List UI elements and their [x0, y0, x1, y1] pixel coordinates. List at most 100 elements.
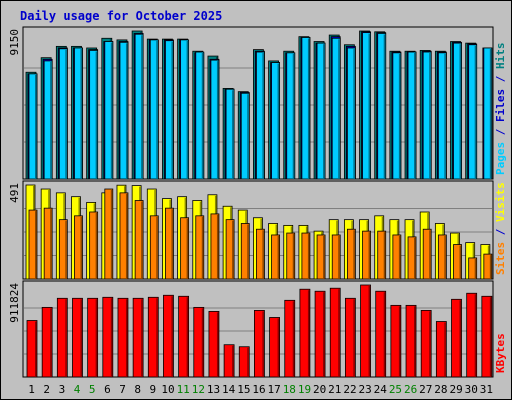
bar-pages: [74, 47, 83, 180]
bar-shadow: [216, 61, 219, 179]
x-tick-label: 8: [134, 383, 141, 396]
bar-shadow: [277, 235, 280, 279]
bar-shadow: [80, 216, 82, 279]
bar-kbytes: [223, 344, 235, 378]
bar-shadow: [277, 318, 280, 377]
bar-sites: [43, 207, 53, 280]
bar-kbytes: [26, 320, 38, 378]
bar-kbytes: [420, 310, 432, 378]
x-tick-label: 17: [268, 383, 281, 396]
bar-sites: [134, 200, 144, 280]
bar-shadow: [353, 299, 355, 377]
bar-shadow: [95, 299, 98, 377]
legend-entry: KBytes: [494, 333, 507, 373]
x-tick-label: 14: [222, 383, 236, 396]
bar-kbytes: [56, 297, 68, 378]
x-tick-label: 29: [449, 383, 462, 396]
x-tick-label: 18: [283, 383, 296, 396]
bar-kbytes: [390, 304, 402, 378]
bar-shadow: [232, 90, 234, 179]
bar-kbytes: [178, 295, 190, 378]
bar-pages: [165, 40, 174, 180]
bar-kbytes: [117, 297, 129, 378]
x-tick-label: 2: [43, 383, 50, 396]
bar-pages: [346, 47, 356, 180]
bar-shadow: [65, 49, 67, 179]
bar-shadow: [398, 53, 401, 179]
bar-shadow: [474, 258, 477, 279]
x-tick-label: 7: [119, 383, 126, 396]
bar-shadow: [156, 298, 158, 377]
bar-pages: [240, 92, 250, 180]
bar-sites: [58, 219, 68, 280]
bar-shadow: [35, 74, 37, 179]
bar-kbytes: [299, 288, 311, 378]
bar-pages: [286, 52, 296, 180]
bar-sites: [392, 234, 402, 280]
bar-shadow: [95, 212, 98, 279]
chart-title: Daily usage for October 2025: [20, 9, 223, 23]
bar-shadow: [125, 193, 128, 279]
bar-shadow: [95, 51, 98, 179]
bar-pages: [119, 41, 129, 180]
bar-pages: [134, 33, 144, 180]
bar-shadow: [323, 292, 325, 377]
bar-sites: [89, 211, 99, 280]
bar-shadow: [80, 48, 82, 179]
bar-shadow: [35, 321, 37, 377]
bar-shadow: [50, 308, 52, 377]
bar-shadow: [156, 216, 158, 279]
legend-entry: Files: [494, 89, 507, 122]
bar-shadow: [383, 292, 386, 377]
bar-kbytes: [466, 292, 478, 378]
bar-shadow: [414, 306, 416, 377]
x-tick-label: 4: [74, 383, 81, 396]
bar-shadow: [65, 299, 67, 377]
legend-entry: /: [494, 122, 507, 142]
bar-kbytes: [435, 321, 447, 378]
x-tick-label: 5: [89, 383, 96, 396]
x-tick-label: 10: [161, 383, 174, 396]
bar-shadow: [398, 235, 401, 279]
bar-shadow: [444, 53, 446, 179]
bar-shadow: [489, 48, 492, 179]
bar-shadow: [186, 218, 189, 279]
bar-sites: [119, 192, 129, 280]
bar-kbytes: [163, 294, 174, 378]
bar-kbytes: [344, 297, 356, 378]
bar-kbytes: [41, 306, 53, 378]
bar-shadow: [459, 44, 462, 179]
bar-shadow: [65, 220, 67, 279]
bar-shadow: [429, 311, 431, 377]
bar-pages: [43, 60, 53, 180]
bar-shadow: [201, 308, 204, 377]
bar-pages: [316, 42, 326, 180]
bar-kbytes: [284, 299, 296, 378]
bar-shadow: [307, 290, 310, 377]
bar-shadow: [110, 298, 113, 377]
bar-shadow: [262, 230, 264, 279]
bar-sites: [301, 232, 311, 280]
bar-sites: [240, 223, 250, 280]
bar-pages: [28, 73, 38, 180]
bar-shadow: [50, 61, 52, 180]
bar-shadow: [383, 34, 386, 179]
bar-kbytes: [193, 306, 205, 378]
x-tick-label: 24: [374, 383, 388, 396]
bar-shadow: [474, 45, 477, 180]
bar-pages: [422, 51, 432, 180]
bar-shadow: [171, 41, 173, 179]
x-tick-label: 19: [298, 383, 311, 396]
x-tick-label: 30: [465, 383, 478, 396]
bar-kbytes: [314, 290, 326, 378]
bar-sites: [468, 257, 478, 280]
bar-pages: [195, 51, 205, 180]
bar-shadow: [368, 286, 371, 377]
bar-shadow: [338, 235, 340, 279]
bar-shadow: [201, 53, 204, 179]
bar-pages: [362, 32, 371, 180]
bar-pages: [104, 41, 114, 180]
bar-shadow: [353, 230, 355, 279]
